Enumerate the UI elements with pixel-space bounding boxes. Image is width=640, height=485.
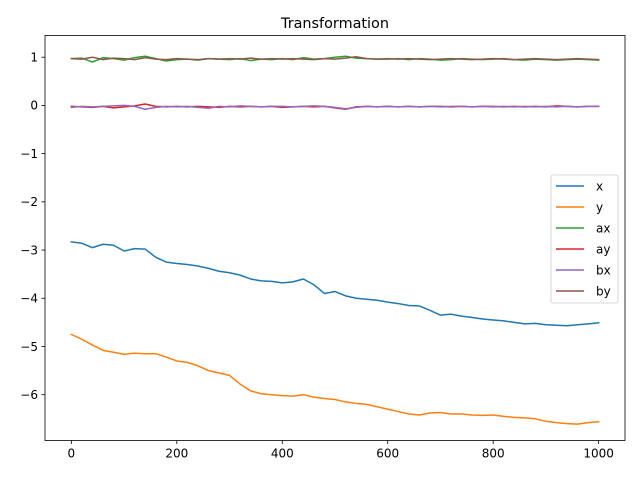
y-tick-label: −5 [20,340,38,354]
y-tick-label: −3 [20,243,38,257]
legend-label-ax: ax [596,221,610,235]
x-tick-label: 400 [271,447,294,461]
y-tick-label: −1 [20,147,38,161]
y-tick-label: −6 [20,388,38,402]
y-tick-label: 0 [30,99,38,113]
series-layer [70,55,600,425]
y-tick-label: −2 [20,195,38,209]
series-line-bx [70,104,600,111]
series-line-y [70,333,600,425]
legend-label-x: x [596,179,603,193]
legend: xy ax ay bx by [550,174,619,304]
series-line-x [70,241,600,327]
y-tick-label: 1 [30,50,38,64]
legend-label-by: by [596,284,611,298]
x-tick-label: 0 [68,447,76,461]
y-tick-label: −4 [20,292,38,306]
x-tick-label: 600 [376,447,399,461]
x-tick-label: 200 [165,447,188,461]
plot-frame [44,35,626,441]
legend-label-bx: bx [596,263,611,277]
x-tick-label: 800 [482,447,505,461]
legend-label-ay: ay [596,242,610,256]
x-tick-label: 1000 [583,447,614,461]
chart-title: Transformation [280,16,389,32]
x-axis-ticks: 0 200 400 600 800 1000 [68,440,614,461]
legend-label-y: y [596,200,603,214]
y-axis-ticks: 1 0 −1 −2 −3 −4 −5 −6 [20,50,45,402]
series-line-by [70,55,600,61]
